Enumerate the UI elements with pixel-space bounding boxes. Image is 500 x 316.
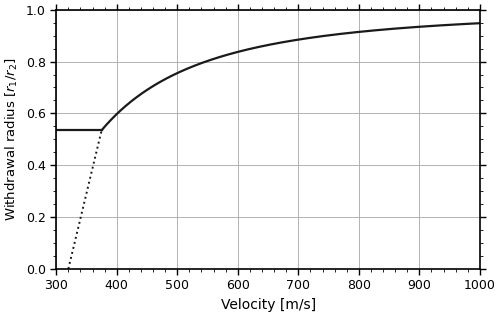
Y-axis label: Withdrawal radius [$r_1$/$r_2$]: Withdrawal radius [$r_1$/$r_2$] bbox=[4, 58, 20, 221]
X-axis label: Velocity [m/s]: Velocity [m/s] bbox=[220, 298, 316, 312]
